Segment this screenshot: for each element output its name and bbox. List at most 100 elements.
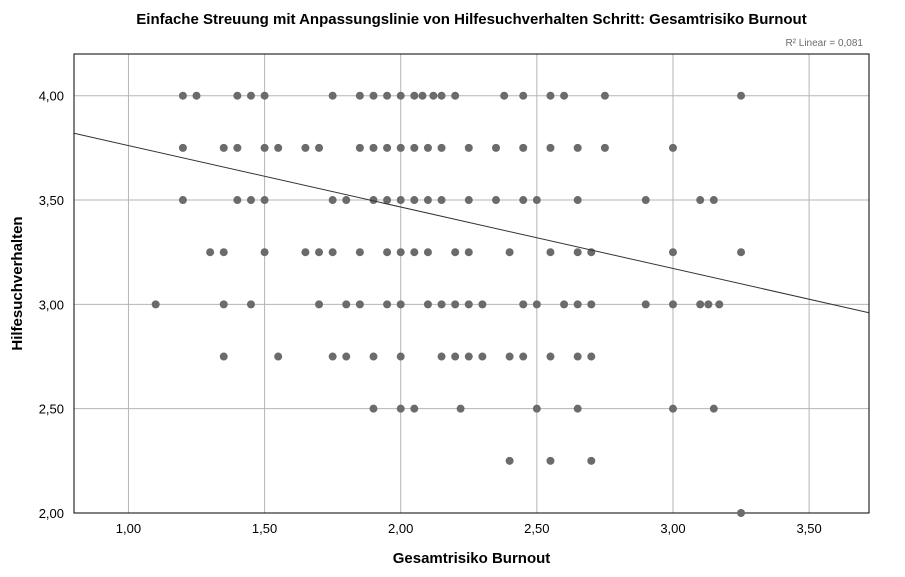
data-point <box>274 144 282 152</box>
data-point <box>465 196 473 204</box>
chart-svg: Einfache Streuung mit Anpassungslinie vo… <box>0 0 905 577</box>
data-point <box>519 196 527 204</box>
data-point <box>710 405 718 413</box>
data-point <box>478 353 486 361</box>
data-point <box>519 300 527 308</box>
data-point <box>519 144 527 152</box>
data-point <box>261 248 269 256</box>
data-point <box>342 196 350 204</box>
r2-label: R² Linear = 0,081 <box>785 38 863 49</box>
data-point <box>696 300 704 308</box>
data-point <box>410 248 418 256</box>
y-tick-label: 2,50 <box>39 402 64 417</box>
data-point <box>274 353 282 361</box>
data-point <box>356 300 364 308</box>
data-point <box>301 248 309 256</box>
data-point <box>424 196 432 204</box>
x-tick-label: 3,00 <box>660 521 685 536</box>
data-point <box>737 248 745 256</box>
data-point <box>696 196 704 204</box>
data-point <box>315 248 323 256</box>
data-point <box>383 144 391 152</box>
data-point <box>451 92 459 100</box>
data-point <box>342 353 350 361</box>
data-point <box>574 300 582 308</box>
x-axis-label: Gesamtrisiko Burnout <box>393 550 551 567</box>
data-point <box>424 144 432 152</box>
data-point <box>383 248 391 256</box>
data-point <box>704 300 712 308</box>
data-point <box>546 353 554 361</box>
data-point <box>369 144 377 152</box>
data-point <box>451 300 459 308</box>
data-point <box>492 196 500 204</box>
data-point <box>369 92 377 100</box>
data-point <box>574 405 582 413</box>
data-point <box>492 144 500 152</box>
data-point <box>710 196 718 204</box>
data-point <box>533 196 541 204</box>
data-point <box>369 405 377 413</box>
data-point <box>410 144 418 152</box>
data-point <box>206 248 214 256</box>
data-point <box>669 248 677 256</box>
data-point <box>574 196 582 204</box>
data-point <box>329 92 337 100</box>
data-point <box>369 353 377 361</box>
data-point <box>465 248 473 256</box>
data-point <box>356 92 364 100</box>
data-point <box>465 300 473 308</box>
data-point <box>220 300 228 308</box>
data-point <box>356 248 364 256</box>
data-point <box>574 248 582 256</box>
data-point <box>438 353 446 361</box>
x-tick-label: 3,50 <box>796 521 821 536</box>
data-point <box>669 405 677 413</box>
data-point <box>506 353 514 361</box>
chart-title: Einfache Streuung mit Anpassungslinie vo… <box>136 11 806 28</box>
data-point <box>329 196 337 204</box>
data-point <box>560 300 568 308</box>
data-point <box>546 144 554 152</box>
data-point <box>465 353 473 361</box>
data-point <box>315 144 323 152</box>
data-point <box>669 300 677 308</box>
data-point <box>220 248 228 256</box>
data-point <box>179 196 187 204</box>
data-point <box>574 353 582 361</box>
data-point <box>233 92 241 100</box>
data-point <box>193 92 201 100</box>
data-point <box>233 144 241 152</box>
data-point <box>397 300 405 308</box>
data-point <box>397 92 405 100</box>
data-point <box>383 300 391 308</box>
data-point <box>261 92 269 100</box>
data-point <box>546 248 554 256</box>
data-point <box>397 248 405 256</box>
data-point <box>451 248 459 256</box>
plot-border <box>74 54 869 513</box>
x-tick-label: 2,00 <box>388 521 413 536</box>
y-tick-label: 4,00 <box>39 89 64 104</box>
data-point <box>179 144 187 152</box>
data-point <box>438 196 446 204</box>
data-point <box>301 144 309 152</box>
data-point <box>424 300 432 308</box>
data-point <box>410 405 418 413</box>
data-point <box>715 300 723 308</box>
data-point <box>247 196 255 204</box>
y-tick-label: 3,50 <box>39 193 64 208</box>
data-point <box>533 405 541 413</box>
x-tick-label: 2,50 <box>524 521 549 536</box>
data-point <box>451 353 459 361</box>
data-point <box>519 92 527 100</box>
data-point <box>519 353 527 361</box>
data-point <box>397 196 405 204</box>
data-point <box>383 92 391 100</box>
data-point <box>261 196 269 204</box>
data-point <box>247 300 255 308</box>
data-point <box>152 300 160 308</box>
data-point <box>429 92 437 100</box>
data-point <box>410 196 418 204</box>
fit-line <box>74 133 869 312</box>
